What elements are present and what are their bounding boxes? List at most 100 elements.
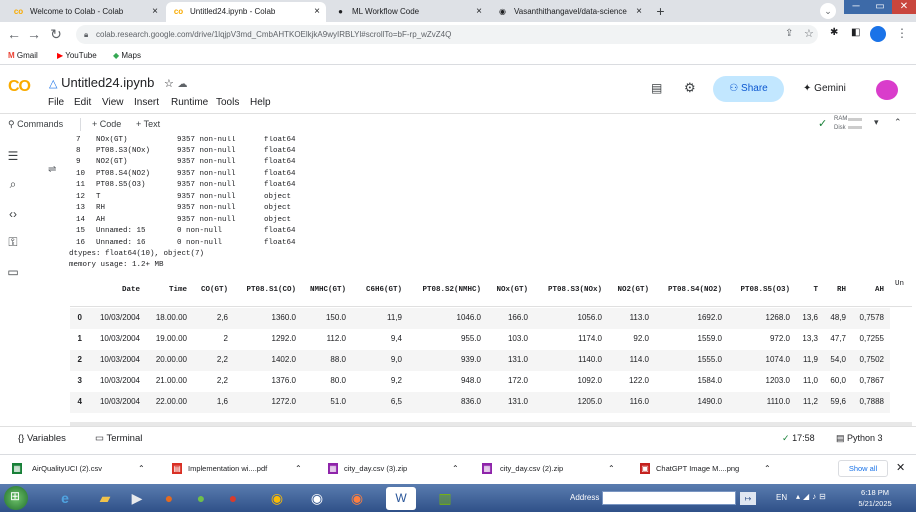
maximize-button[interactable]: ▭ (868, 0, 892, 14)
internet-explorer-icon[interactable]: e (61, 490, 69, 506)
download-item[interactable]: AirQualityUCI (2).csv (32, 464, 103, 473)
close-icon[interactable]: × (314, 6, 320, 17)
tab-ml-workflow[interactable]: ● ML Workflow Code × (328, 2, 488, 22)
gear-icon[interactable]: ⚙ (684, 80, 696, 95)
start-button[interactable]: ⊞ (4, 486, 28, 510)
app-icon[interactable]: ◉ (310, 490, 324, 506)
forward-button[interactable]: → (26, 26, 42, 42)
gmail-icon: M (8, 51, 15, 60)
table-cell: 1559.0 (697, 334, 722, 343)
chevron-up-icon[interactable]: ⌃ (452, 464, 459, 473)
address-bar[interactable]: 🔒︎ colab.research.google.com/drive/1lqjp… (76, 25, 818, 44)
minimize-button[interactable]: ─ (844, 0, 868, 14)
account-avatar[interactable] (876, 80, 898, 100)
secrets-key-icon[interactable]: ⚿ (8, 235, 18, 249)
back-button[interactable]: ← (6, 26, 22, 42)
variables-button[interactable]: {} Variables (18, 433, 66, 444)
bookmark-star-icon[interactable]: ☆ (804, 28, 814, 40)
menu-insert[interactable]: Insert (134, 97, 160, 108)
show-all-button[interactable]: Show all (838, 460, 888, 477)
extension-icon[interactable]: ✱ (830, 27, 839, 38)
app-icon[interactable]: ● (228, 490, 238, 506)
share-button[interactable]: ⚇ Share (713, 76, 784, 102)
chevron-up-icon[interactable]: ⌃ (608, 464, 615, 473)
close-window-button[interactable]: ✕ (892, 0, 916, 14)
colab-logo[interactable]: CO (8, 78, 31, 95)
menu-tools[interactable]: Tools (216, 97, 240, 108)
table-cell: 80.0 (330, 376, 346, 385)
download-item[interactable]: ChatGPT Image M....png (656, 464, 740, 473)
add-text-button[interactable]: + Text (136, 119, 161, 129)
runtime-dropdown-icon[interactable]: ▾ (874, 117, 879, 127)
clock-time: 6:18 PM (861, 488, 889, 497)
execution-time: 17:58 (792, 433, 815, 443)
tab-welcome-colab[interactable]: co Welcome to Colab - Colab × (6, 2, 164, 22)
download-item[interactable]: city_day.csv (3).zip (344, 464, 408, 473)
chevron-up-icon[interactable]: ⌃ (138, 464, 145, 473)
system-tray-icons[interactable]: ▴◢♪⊟ (796, 492, 829, 501)
address-toolbar-input[interactable] (602, 491, 736, 505)
files-folder-icon[interactable]: ▭ (7, 265, 19, 279)
column-header: Date (121, 286, 140, 294)
commands-button[interactable]: ⚲ Commands (8, 119, 63, 130)
bookmark-youtube[interactable]: ▶ YouTube (57, 50, 97, 62)
comments-icon[interactable]: ▤ (651, 81, 663, 95)
download-item[interactable]: city_day.csv (2).zip (500, 464, 564, 473)
tab-search-button[interactable]: ⌄ (820, 3, 836, 19)
menu-runtime[interactable]: Runtime (171, 97, 209, 108)
execution-status[interactable]: ✓ 17:58 (782, 433, 815, 444)
table-of-contents-icon[interactable]: ☰ (7, 149, 19, 163)
tab-untitled24[interactable]: co Untitled24.ipynb - Colab × (166, 2, 326, 22)
language-indicator[interactable]: EN (776, 493, 788, 502)
chevron-up-icon[interactable]: ⌃ (764, 464, 771, 473)
code-snippets-icon[interactable]: ‹› (9, 207, 17, 221)
close-icon[interactable]: × (476, 6, 482, 17)
download-item[interactable]: Implementation wi....pdf (188, 464, 268, 473)
tab-github-data-science[interactable]: ◉ Vasanthithangavel/data-science × (490, 2, 648, 22)
sidebar-toggle-icon[interactable]: ◧ (851, 27, 861, 38)
resource-monitor[interactable]: RAM Disk (834, 115, 847, 133)
zip-icon: ▦ (328, 463, 338, 474)
media-player-icon[interactable]: ▶ (131, 490, 143, 506)
new-tab-button[interactable]: + (652, 3, 669, 20)
share-page-icon[interactable]: ⇪ (785, 28, 794, 39)
terminal-button[interactable]: ▭ Terminal (95, 433, 142, 444)
menu-view[interactable]: View (102, 97, 124, 108)
close-icon[interactable]: × (152, 6, 158, 17)
app-icon[interactable]: ▥ (438, 490, 452, 506)
menu-help[interactable]: Help (250, 97, 271, 108)
horizontal-scrollbar[interactable] (70, 422, 912, 426)
chevron-up-icon[interactable]: ⌃ (295, 464, 302, 473)
bookmark-maps[interactable]: ◆ Maps (113, 50, 141, 62)
app-icon[interactable]: ● (164, 490, 174, 506)
table-cell: 131.0 (507, 397, 528, 406)
gemini-button[interactable]: ✦ Gemini (803, 83, 846, 94)
address-go-button[interactable]: ↦ (740, 492, 756, 505)
close-icon[interactable]: × (636, 6, 642, 17)
chrome-icon[interactable]: ◉ (270, 490, 284, 506)
menu-file[interactable]: File (48, 97, 65, 108)
app-icon[interactable]: ◉ (350, 490, 364, 506)
menu-edit[interactable]: Edit (74, 97, 92, 108)
table-cell: 112.0 (326, 334, 346, 343)
output-actions-icon[interactable]: ⇌ (48, 164, 57, 175)
app-icon[interactable]: ● (196, 490, 206, 506)
reload-button[interactable]: ↻ (48, 26, 64, 42)
notebook-title[interactable]: △ Untitled24.ipynb ☆ ☁︎ (49, 75, 187, 90)
clock[interactable]: 6:18 PM 5/21/2025 (848, 487, 902, 509)
table-cell: 19.00.00 (155, 334, 187, 343)
runtime-indicator[interactable]: ▤ Python 3 (836, 433, 883, 444)
collapse-header-icon[interactable]: ⌃ (894, 117, 902, 127)
add-code-button[interactable]: + Code (92, 119, 122, 129)
bookmark-gmail[interactable]: M Gmail (8, 50, 38, 62)
word-icon[interactable]: W (386, 487, 416, 510)
table-cell: 1402.0 (271, 355, 296, 364)
profile-avatar[interactable] (870, 26, 886, 42)
star-icon[interactable]: ☆ (163, 78, 174, 90)
table-cell: 131.0 (507, 355, 528, 364)
more-options-icon[interactable]: ⋮ (896, 26, 908, 40)
close-downloads-icon[interactable]: ✕ (896, 462, 906, 474)
file-explorer-icon[interactable]: ▰ (99, 490, 111, 506)
table-cell: 20.00.00 (155, 355, 187, 364)
find-replace-icon[interactable]: ⌕ (9, 177, 17, 191)
